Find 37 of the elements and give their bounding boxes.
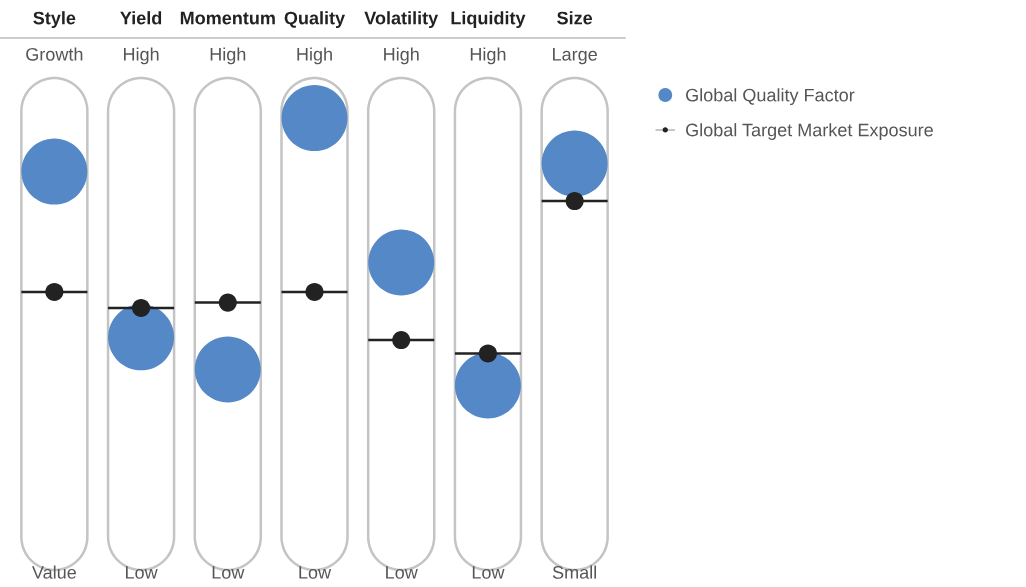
point [45,282,64,301]
text: Large [553,48,597,65]
x-tick-label: Momentum [180,11,275,25]
text: Low [299,566,332,579]
text: High [210,47,246,65]
text: Low [125,566,158,579]
point [541,130,608,197]
x-tick-label: Style [33,11,76,28]
point [108,304,175,371]
point [368,229,435,296]
point [478,344,497,363]
text: Small [552,565,597,579]
text: High [123,47,159,65]
point [454,352,521,419]
text: Low [472,566,505,579]
text: Low [386,566,418,579]
point [565,191,584,211]
text: High [470,47,506,65]
x-tick-label: Volatility [364,11,439,28]
legend-label: Global Quality Factor [686,88,855,106]
point [218,293,237,312]
x-tick-label: Yield [120,11,162,25]
x-tick-label: Liquidity [451,11,526,28]
text: High [297,47,332,65]
x-tick-label: Quality [284,11,346,28]
text: Value [32,565,76,579]
legend-label: Global Target Market Exposure [686,123,933,140]
point [21,138,88,205]
point [194,336,261,403]
text: High [384,47,419,65]
x-tick-label: Size [557,11,593,25]
text: Growth [26,47,83,61]
text: Low [212,566,245,579]
point [132,298,151,317]
point [305,282,324,301]
point [281,85,348,152]
point [392,331,411,350]
